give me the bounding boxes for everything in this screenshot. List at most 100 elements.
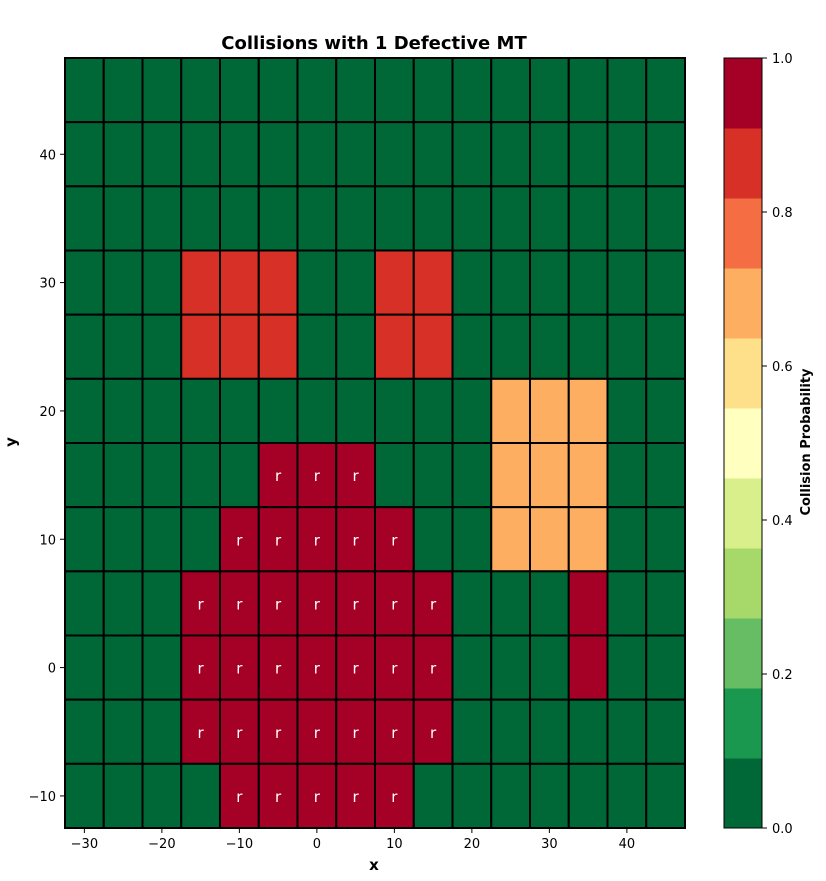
heatmap-cell [296, 377, 338, 445]
cell-mark-label: r [391, 595, 398, 613]
heatmap-cell [180, 377, 221, 445]
heatmap-cell [141, 185, 183, 252]
heatmap-cell [567, 698, 609, 765]
heatmap-cell [64, 570, 105, 637]
heatmap-cell [335, 698, 376, 765]
x-tick-label: 30 [541, 837, 558, 852]
heatmap-cell [645, 57, 686, 124]
x-tick-label: 40 [619, 837, 636, 852]
cell-mark-label: r [275, 531, 282, 549]
heatmap-cell [64, 57, 105, 124]
heatmap-cell [451, 698, 493, 765]
heatmap-cell [412, 121, 454, 188]
colorbar-label: Collision Probability [799, 368, 814, 516]
heatmap-cell [412, 249, 454, 316]
heatmap-cell [219, 442, 260, 509]
heatmap-cell [412, 57, 454, 124]
y-axis-label: y [2, 437, 20, 447]
heatmap-cell [141, 121, 183, 188]
heatmap-cell [529, 57, 570, 124]
heatmap-cell [529, 634, 570, 701]
cell-mark-label: r [314, 595, 321, 613]
heatmap-cell [374, 121, 415, 188]
x-tick-label: −20 [148, 837, 175, 852]
heatmap-cell [102, 442, 144, 509]
heatmap-cell [141, 442, 183, 509]
heatmap-cell [141, 57, 183, 124]
cell-mark-label: r [314, 788, 321, 806]
heatmap-cell [141, 698, 183, 765]
heatmap-cell [451, 762, 493, 829]
heatmap-cell [141, 377, 183, 445]
heatmap-cell [335, 57, 376, 124]
heatmap-cell [529, 313, 570, 380]
heatmap-cell [180, 442, 221, 509]
cell-mark-label: r [430, 660, 437, 678]
heatmap-cell [374, 313, 415, 380]
y-tick-label: −10 [29, 790, 56, 805]
y-tick-label: 30 [39, 277, 56, 292]
heatmap-cell [490, 570, 531, 637]
heatmap-cell [374, 634, 415, 701]
heatmap-cell [451, 442, 493, 509]
cell-mark-label: r [275, 595, 282, 613]
heatmap-cell [102, 185, 144, 252]
heatmap-cell [374, 506, 415, 573]
heatmap-cell [412, 698, 454, 765]
colorbar-segment [724, 758, 762, 829]
heatmap-cell [219, 57, 260, 124]
heatmap-cell [645, 377, 686, 445]
heatmap-cell [645, 762, 686, 829]
heatmap-cell [141, 313, 183, 380]
cell-mark-label: r [275, 660, 282, 678]
heatmap-cell [335, 185, 376, 252]
heatmap-cell [296, 313, 338, 380]
y-axis-ticks: −10 0 10 20 30 40 [29, 148, 65, 805]
heatmap-cell [490, 249, 531, 316]
heatmap-cell [64, 698, 105, 765]
heatmap-cell [257, 249, 299, 316]
cell-mark-label: r [275, 467, 282, 485]
colorbar-segment [724, 268, 762, 339]
heatmap-cell [257, 762, 299, 829]
heatmap-cell [412, 185, 454, 252]
heatmap-cell [219, 634, 260, 701]
colorbar-tick-label: 1.0 [772, 52, 793, 67]
heatmap-cell [141, 506, 183, 573]
colorbar-segment [724, 198, 762, 269]
cell-mark-label: r [198, 595, 205, 613]
heatmap-cell [490, 57, 531, 124]
heatmap-cell [335, 377, 376, 445]
heatmap-cell [335, 121, 376, 188]
x-axis-ticks: −30 −20 −10 0 10 20 30 40 [71, 828, 635, 852]
heatmap-cell [529, 762, 570, 829]
cell-mark-label: r [314, 467, 321, 485]
colorbar-tick-label: 0.0 [772, 822, 793, 837]
cell-mark-label: r [236, 724, 243, 742]
heatmap-cell [567, 313, 609, 380]
heatmap-cell [219, 313, 260, 380]
heatmap-cell [490, 698, 531, 765]
heatmap-cell [567, 121, 609, 188]
colorbar-tick-label: 0.8 [772, 206, 793, 221]
heatmap-cell [451, 249, 493, 316]
heatmap-cell [374, 249, 415, 316]
cell-mark-label: r [391, 788, 398, 806]
heatmap-cell [490, 442, 531, 509]
heatmap-cell [451, 313, 493, 380]
heatmap-cell [606, 570, 648, 637]
heatmap-cell [335, 634, 376, 701]
heatmap-cell [606, 249, 648, 316]
heatmap-cell [141, 634, 183, 701]
cell-mark-label: r [314, 724, 321, 742]
heatmap-cell [335, 313, 376, 380]
heatmap-cell [412, 377, 454, 445]
cell-mark-label: r [236, 660, 243, 678]
heatmap-cell [567, 442, 609, 509]
colorbar-tick-label: 0.4 [772, 514, 793, 529]
cell-marks: r r r r r r r r r r r r r r r r r r r r r r r r r r r r r r r r r r [198, 467, 438, 806]
heatmap-cell [64, 185, 105, 252]
heatmap-cell [64, 634, 105, 701]
heatmap-cell [102, 634, 144, 701]
heatmap-cell [64, 506, 105, 573]
